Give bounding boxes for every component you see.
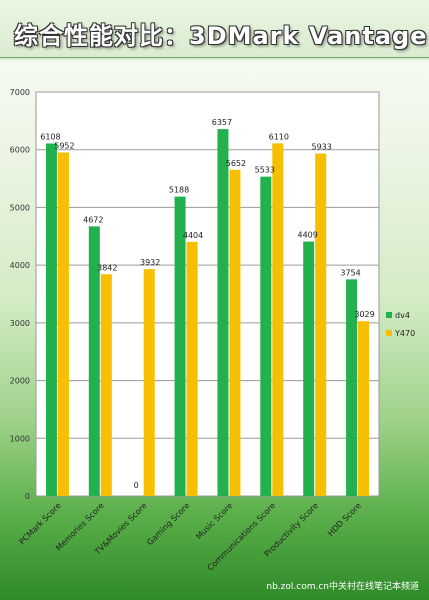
watermark: nb.zol.com.cn中关村在线笔记本频道 [266, 582, 419, 592]
bar-dv4 [303, 241, 315, 496]
data-label: 3932 [140, 258, 160, 267]
data-label: 4409 [298, 231, 318, 240]
bar-Y470 [186, 241, 198, 496]
bar-Y470 [315, 153, 327, 496]
y-tick-label: 2000 [10, 377, 30, 386]
bars [45, 129, 370, 497]
bar-Y470 [358, 321, 370, 496]
legend-label: Y470 [394, 329, 415, 338]
data-label: 5952 [54, 141, 74, 150]
data-label: 4672 [83, 215, 103, 224]
bar-Y470 [143, 269, 155, 496]
legend-swatch-dv4 [386, 312, 392, 318]
y-tick-label: 5000 [10, 203, 30, 212]
legend-label: dv4 [395, 311, 410, 320]
data-label: 5533 [255, 166, 275, 175]
y-tick-label: 7000 [10, 88, 30, 97]
bar-dv4 [217, 129, 229, 496]
data-label: 3754 [340, 268, 360, 277]
plot-area [35, 91, 380, 497]
bar-dv4 [45, 143, 57, 496]
y-tick-label: 6000 [10, 146, 30, 155]
y-tick-label: 1000 [10, 434, 30, 443]
data-label: 6110 [269, 132, 289, 141]
bar-dv4 [346, 279, 358, 496]
legend: dv4 Y470 [386, 311, 415, 338]
x-tick-label: Music Score [194, 501, 234, 541]
page-title: 综合性能对比：3DMark Vantage [14, 22, 428, 50]
data-label: 5652 [226, 159, 246, 168]
x-tick-label: PCMark Score [18, 501, 63, 546]
x-tick-label: Gaming Score [145, 501, 191, 547]
y-axis-ticks: 0 1000 2000 3000 4000 5000 6000 7000 [10, 88, 30, 501]
y-tick-label: 4000 [10, 261, 30, 270]
data-label: 3842 [97, 263, 117, 272]
data-label: 5188 [169, 186, 189, 195]
title-banner: 综合性能对比：3DMark Vantage [0, 0, 429, 60]
data-label: 0 [134, 481, 139, 490]
data-label: 4404 [183, 231, 203, 240]
y-tick-label: 3000 [10, 319, 30, 328]
data-label: 6108 [40, 132, 60, 141]
data-label: 6357 [212, 118, 232, 127]
bar-dv4 [260, 176, 272, 496]
bar-dv4 [174, 196, 186, 496]
bar-Y470 [272, 143, 284, 496]
data-label: 3029 [354, 310, 374, 319]
data-label: 5933 [312, 143, 332, 152]
bar-dv4 [88, 226, 100, 496]
y-tick-label: 0 [25, 492, 30, 501]
legend-swatch-Y470 [386, 330, 392, 336]
title-divider [0, 57, 429, 58]
bar-Y470 [100, 274, 112, 496]
x-tick-label: HDD Score [326, 501, 363, 538]
bar-Y470 [57, 152, 69, 497]
bar-Y470 [229, 169, 241, 496]
